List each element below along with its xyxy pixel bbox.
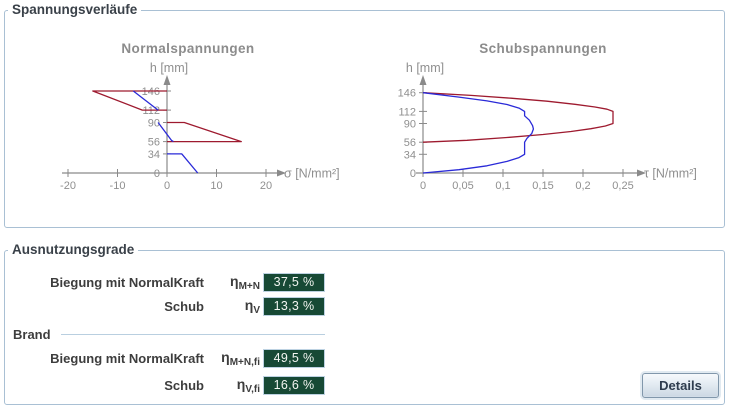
utilization-value-badge: 13,3 %: [263, 297, 325, 316]
utilization-label: Biegung mit NormalKraft: [50, 351, 204, 366]
panel-title-spannungsverlaeufe: Spannungsverläufe: [8, 2, 142, 17]
utilization-rows: Biegung mit NormalKraft ηM+N 37,5 % Schu…: [5, 273, 325, 316]
utilization-rows-fire: Biegung mit NormalKraft ηM+N,fi 49,5 % S…: [5, 349, 325, 395]
panel-ausnutzungsgrade: Ausnutzungsgrade Biegung mit NormalKraft…: [4, 242, 725, 405]
details-button[interactable]: Details: [642, 373, 719, 398]
eta-symbol: ηV,fi: [236, 376, 260, 395]
svg-text:τ [N/mm²]: τ [N/mm²]: [644, 167, 697, 181]
svg-text:90: 90: [404, 119, 416, 131]
svg-text:Schubspannungen: Schubspannungen: [479, 41, 607, 56]
svg-text:Normalspannungen: Normalspannungen: [121, 41, 254, 56]
brand-label: Brand: [13, 327, 51, 342]
svg-text:146: 146: [398, 88, 416, 100]
svg-text:-20: -20: [60, 180, 76, 192]
svg-text:h [mm]: h [mm]: [406, 61, 444, 75]
svg-text:0,05: 0,05: [452, 180, 473, 192]
svg-text:34: 34: [148, 149, 160, 161]
utilization-row-shear-fire: Schub ηV,fi 16,6 %: [5, 376, 325, 395]
utilization-label: Biegung mit NormalKraft: [50, 275, 204, 290]
brand-separator-line: [60, 334, 325, 335]
svg-text:0: 0: [164, 180, 170, 192]
svg-text:56: 56: [404, 137, 416, 149]
svg-text:146: 146: [142, 86, 160, 98]
svg-text:0: 0: [154, 168, 160, 180]
eta-symbol: ηM+N,fi: [221, 349, 260, 368]
svg-text:90: 90: [148, 118, 160, 130]
utilization-row-bending: Biegung mit NormalKraft ηM+N 37,5 %: [5, 273, 325, 292]
utilization-row-shear: Schub ηV 13,3 %: [5, 297, 325, 316]
svg-text:34: 34: [404, 149, 416, 161]
svg-text:112: 112: [398, 106, 416, 118]
panel-title-ausnutzungsgrade: Ausnutzungsgrade: [8, 242, 139, 257]
utilization-value-badge: 37,5 %: [263, 273, 325, 292]
eta-symbol: ηV: [244, 297, 260, 316]
svg-text:-10: -10: [110, 180, 126, 192]
svg-text:0: 0: [420, 180, 426, 192]
brand-separator: Brand: [13, 327, 325, 342]
svg-text:56: 56: [148, 137, 160, 149]
utilization-value-badge: 49,5 %: [263, 349, 325, 368]
panel-spannungsverlaeufe: Spannungsverläufe -20 -10 0 10 20 0 34 56 90 112 1…: [4, 2, 725, 228]
svg-text:h [mm]: h [mm]: [150, 61, 188, 75]
svg-text:0,2: 0,2: [575, 180, 590, 192]
svg-text:0: 0: [410, 168, 416, 180]
svg-text:0,25: 0,25: [612, 180, 633, 192]
svg-text:0,15: 0,15: [532, 180, 553, 192]
utilization-value-badge: 16,6 %: [263, 376, 325, 395]
svg-text:10: 10: [210, 180, 222, 192]
svg-text:0,1: 0,1: [495, 180, 510, 192]
svg-text:112: 112: [142, 105, 160, 117]
eta-symbol: ηM+N: [230, 273, 260, 292]
svg-text:20: 20: [260, 180, 272, 192]
utilization-label: Schub: [164, 299, 204, 314]
svg-text:σ [N/mm²]: σ [N/mm²]: [284, 167, 340, 181]
utilization-label: Schub: [164, 378, 204, 393]
utilization-row-bending-fire: Biegung mit NormalKraft ηM+N,fi 49,5 %: [5, 349, 325, 368]
